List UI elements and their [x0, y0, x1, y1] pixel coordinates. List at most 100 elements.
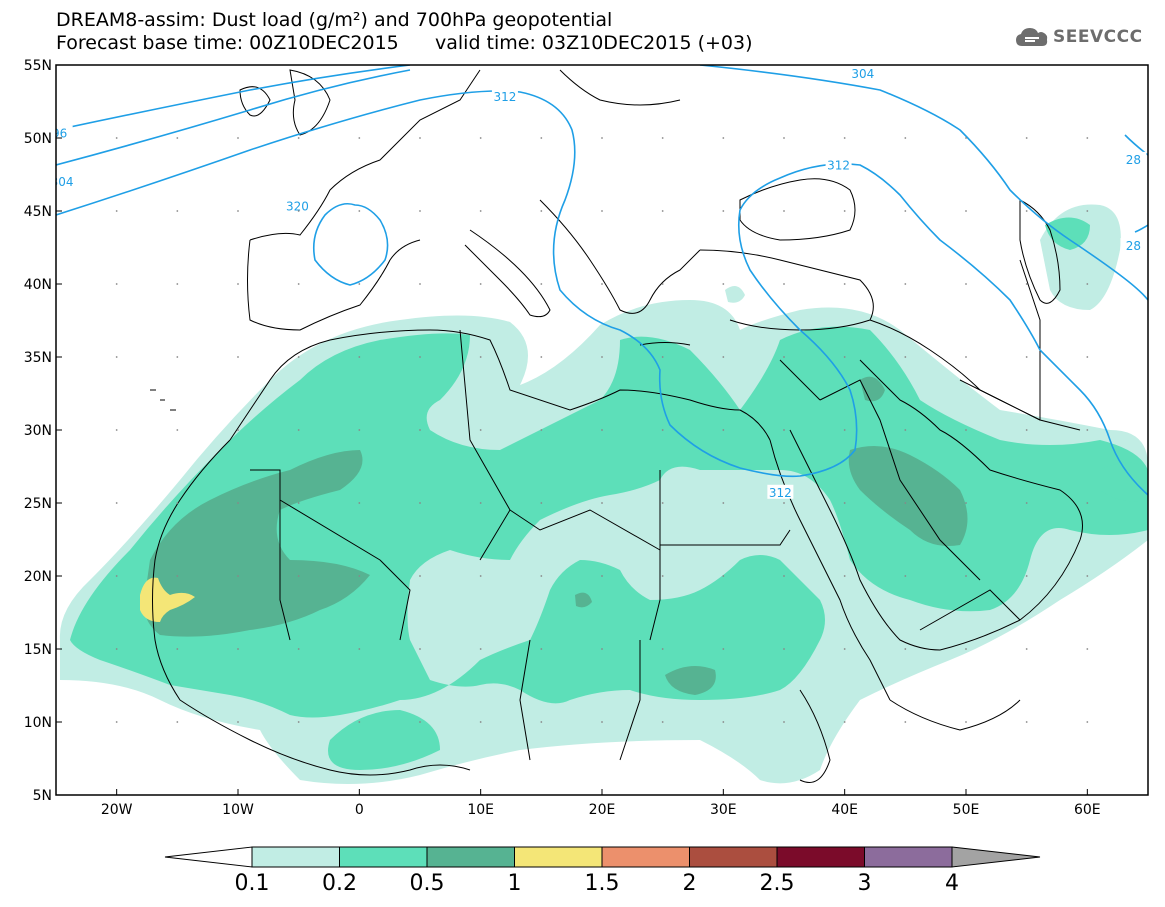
- grid-dot: [601, 429, 603, 431]
- grid-dot: [904, 721, 907, 723]
- grid-dot: [1086, 721, 1089, 723]
- grid-dot: [419, 137, 421, 139]
- grid-dot: [843, 137, 846, 139]
- contour-label-bg: [1120, 151, 1147, 166]
- grid-dot: [843, 502, 846, 504]
- grid-dot: [843, 429, 846, 431]
- map-plot-area: 312 304 312 320 312 96 304 28 28: [52, 65, 1148, 784]
- grid-dot: [479, 283, 482, 285]
- grid-dot: [297, 210, 300, 212]
- grid-dot: [722, 356, 725, 358]
- grid-dot: [479, 575, 482, 577]
- grid-dot: [540, 575, 543, 577]
- grid-dot: [115, 648, 118, 650]
- grid-dot: [722, 210, 725, 212]
- grid-dot: [1086, 502, 1089, 504]
- contour-label-bg: [56, 125, 73, 140]
- grid-dot: [965, 575, 967, 577]
- grid-dot: [176, 283, 179, 285]
- grid-dot: [540, 721, 543, 723]
- grid-dot: [965, 721, 967, 723]
- grid-dot: [1086, 648, 1089, 650]
- colorbar-box: [339, 846, 428, 868]
- grid-dot: [661, 721, 664, 723]
- colorbar: 0.1 0.2 0.5 1 1.5 2 2.5 3 4: [164, 846, 1041, 896]
- contour-labels: 312 304 312 320 312 96 304 28 28: [52, 65, 1147, 500]
- grid-dot: [661, 429, 664, 431]
- grid-dot: [661, 210, 664, 212]
- grid-dot: [419, 648, 421, 650]
- grid-dot: [540, 137, 543, 139]
- colorbar-label: 2.5: [760, 871, 795, 896]
- grid-dot: [419, 210, 421, 212]
- grid-dot: [115, 137, 118, 139]
- grid-dot: [176, 137, 179, 139]
- cloud-logo-icon: [1016, 28, 1048, 46]
- grid-dot: [843, 648, 846, 650]
- contour-label-bg: [284, 198, 311, 213]
- grid-dot: [237, 648, 239, 650]
- geopotential-contours: [56, 65, 1148, 496]
- grid-dot: [297, 429, 300, 431]
- colorbar-box: [601, 846, 690, 868]
- grid-dot: [419, 429, 421, 431]
- lat-tick-label: 50N: [24, 131, 52, 147]
- contour-label: 96: [52, 127, 67, 141]
- grid-dot: [237, 283, 239, 285]
- grid-dot: [904, 283, 907, 285]
- grid-dot: [843, 356, 846, 358]
- dust-field-mid: [70, 217, 1148, 770]
- grid-dot: [1086, 429, 1089, 431]
- grid-dot: [1025, 356, 1028, 358]
- grid-dot: [540, 502, 543, 504]
- grid-dot: [601, 137, 603, 139]
- contour-label: 312: [769, 486, 792, 500]
- colorbar-box: [689, 846, 778, 868]
- grid-dot: [358, 575, 361, 577]
- grid-dot: [115, 210, 118, 212]
- grid-dot: [297, 356, 300, 358]
- longitude-axis: 20W 10W 0 10E 20E 30E 40E 50E 60E: [101, 789, 1101, 818]
- grid-dot: [358, 429, 361, 431]
- grid-dot: [722, 575, 725, 577]
- dust-field-high: [144, 376, 968, 695]
- grid-dot: [176, 429, 179, 431]
- grid-dot: [479, 210, 482, 212]
- colorbar-label: 1.5: [585, 871, 620, 896]
- grid-dot: [661, 356, 664, 358]
- grid-dot: [1025, 429, 1028, 431]
- grid-dot: [358, 356, 361, 358]
- grid-dot: [358, 210, 361, 212]
- contour-label: 312: [827, 159, 850, 173]
- grid-dot: [176, 502, 179, 504]
- grid-dot: [358, 721, 361, 723]
- lon-tick-label: 40E: [831, 802, 858, 818]
- lon-tick-label: 30E: [710, 802, 737, 818]
- grid-dot: [722, 283, 725, 285]
- grid-dot: [540, 429, 543, 431]
- grid-dot: [904, 210, 907, 212]
- lat-tick-label: 45N: [24, 204, 52, 220]
- grid-dot: [1025, 721, 1028, 723]
- coastlines: [150, 69, 1083, 783]
- lat-tick-label: 20N: [24, 569, 52, 585]
- grid-dot: [419, 502, 421, 504]
- grid-dot: [479, 356, 482, 358]
- grid-dot: [783, 137, 785, 139]
- grid-dot: [783, 210, 785, 212]
- contour-label-bg: [56, 173, 76, 188]
- grid-dot: [479, 429, 482, 431]
- grid-dot: [904, 502, 907, 504]
- lon-tick-label: 50E: [953, 802, 980, 818]
- grid-dot: [358, 502, 361, 504]
- colorbar-box: [864, 846, 953, 868]
- grid-dot: [661, 575, 664, 577]
- grid-dot: [1025, 575, 1028, 577]
- contour-label-bg: [849, 65, 876, 80]
- grid-dot: [783, 721, 785, 723]
- grid-dot: [1025, 210, 1028, 212]
- grid-dot: [419, 575, 421, 577]
- grid-dot: [661, 137, 664, 139]
- grid-dot: [419, 356, 421, 358]
